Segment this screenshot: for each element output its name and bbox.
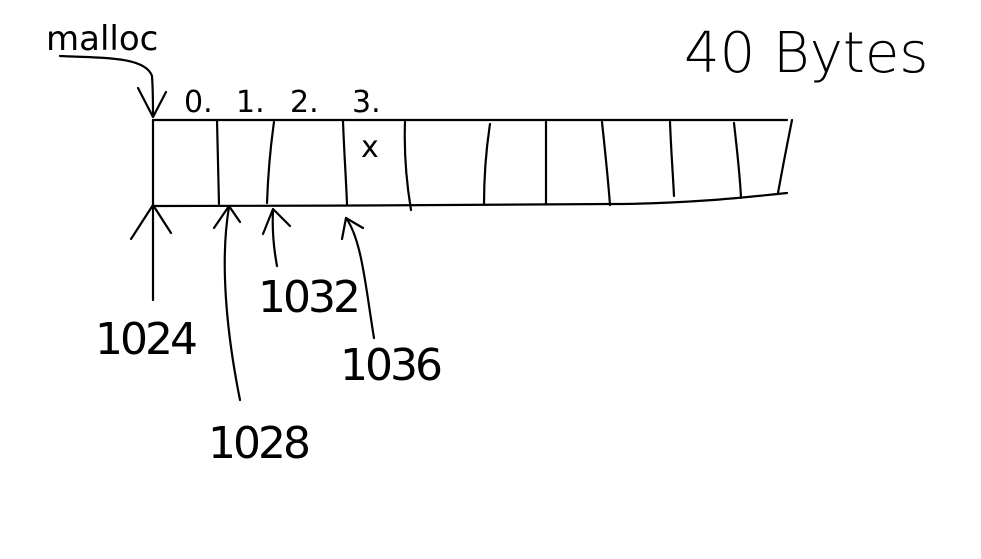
malloc-label: malloc: [46, 19, 158, 59]
malloc-pointer-arrow: [58, 54, 168, 119]
address-label-1032: 1032: [258, 272, 358, 323]
address-arrow-1024: [129, 203, 173, 302]
address-arrow-1028: [212, 204, 242, 402]
address-arrow-1036: [340, 216, 376, 340]
index-label-2: 2.: [290, 85, 319, 120]
address-label-1024: 1024: [95, 314, 196, 365]
address-arrow-1032: [261, 207, 292, 268]
block-bottom-edge: [151, 191, 789, 208]
cell-divider: [600, 120, 612, 207]
cell-divider: [341, 119, 349, 206]
cell-dividers: [215, 118, 743, 212]
marked-cell-x: x: [361, 130, 379, 165]
size-label: 40 Bytes: [684, 21, 928, 86]
cell-divider: [403, 120, 413, 212]
cell-divider: [482, 122, 492, 207]
cell-divider: [265, 120, 276, 205]
index-label-1: 1.: [236, 85, 265, 120]
block-right-edge: [776, 118, 794, 195]
memory-block: [151, 118, 794, 208]
index-label-0: 0.: [184, 85, 213, 120]
cell-divider: [668, 120, 676, 198]
address-arrows: [129, 203, 376, 402]
index-label-3: 3.: [352, 85, 381, 120]
cell-divider: [732, 121, 743, 200]
address-label-1028: 1028: [208, 418, 308, 469]
address-label-1036: 1036: [340, 340, 441, 391]
cell-divider: [215, 118, 221, 206]
